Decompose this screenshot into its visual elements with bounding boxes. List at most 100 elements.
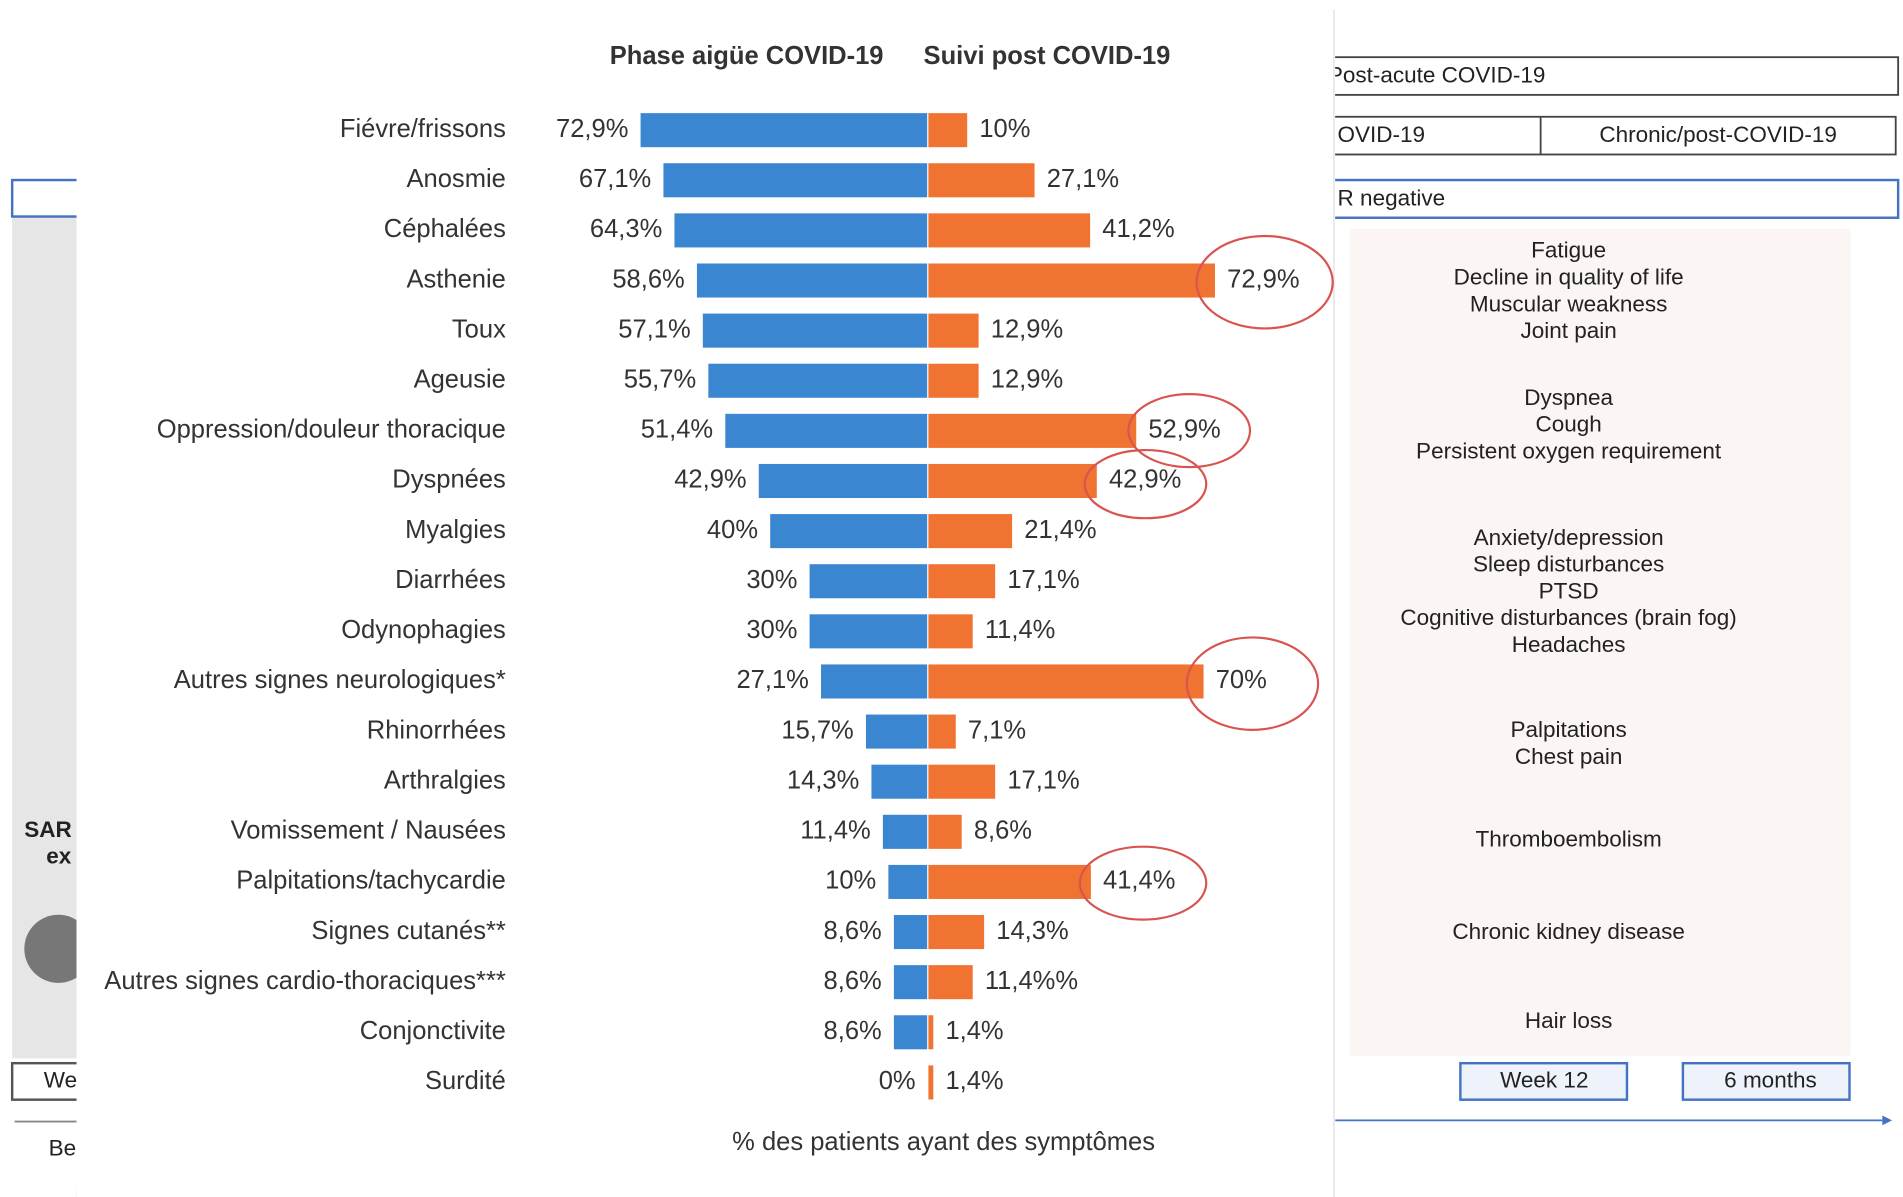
value-label: 27,1% — [736, 666, 808, 694]
value-label: 72,9% — [1227, 265, 1299, 293]
value-label: 72,9% — [556, 115, 628, 143]
category-label: Céphalées — [384, 215, 506, 243]
legend-entry: Phase aigüe COVID-19 — [610, 42, 884, 70]
bar — [703, 314, 928, 348]
bar — [810, 614, 928, 648]
timeline-label: Week 12 — [1500, 1067, 1588, 1092]
page: SAR ex We Be Post-acute COVID-19 OVID-19… — [0, 0, 1903, 1197]
label: We — [44, 1067, 77, 1092]
value-label: 41,2% — [1102, 215, 1174, 243]
symptom-text: Sleep disturbances — [1473, 552, 1664, 577]
bar — [894, 965, 928, 999]
value-label: 8,6% — [824, 1017, 882, 1045]
value-label: 17,1% — [1007, 766, 1079, 794]
bar — [928, 865, 1091, 899]
category-label: Autres signes neurologiques* — [174, 666, 506, 694]
category-label: Asthenie — [407, 265, 506, 293]
bar — [928, 464, 1097, 498]
symptom-text: Fatigue — [1531, 238, 1606, 263]
category-label: Palpitations/tachycardie — [236, 867, 506, 895]
category-label: Signes cutanés** — [311, 917, 505, 945]
bar — [759, 464, 928, 498]
bar — [810, 564, 928, 598]
bar — [928, 314, 979, 348]
value-label: 21,4% — [1024, 516, 1096, 544]
category-label: Toux — [452, 315, 506, 343]
value-label: 8,6% — [824, 917, 882, 945]
value-label: 0% — [879, 1067, 916, 1095]
value-label: 51,4% — [641, 416, 713, 444]
value-label: 12,9% — [991, 315, 1063, 343]
value-label: 14,3% — [996, 917, 1068, 945]
value-label: 55,7% — [624, 366, 696, 394]
bar — [674, 213, 927, 247]
value-label: 64,3% — [590, 215, 662, 243]
label: SAR — [24, 817, 72, 842]
symptom-text: Cough — [1535, 412, 1601, 437]
symptom-text: Chest pain — [1515, 744, 1623, 769]
bar — [641, 113, 928, 147]
symptom-text: Joint pain — [1520, 318, 1616, 343]
symptom-text: Decline in quality of life — [1454, 265, 1684, 290]
category-label: Vomissement / Nausées — [231, 817, 506, 845]
category-label: Myalgies — [405, 516, 506, 544]
timeline-label: 6 months — [1724, 1067, 1817, 1092]
screenshot: SAR ex We Be Post-acute COVID-19 OVID-19… — [0, 0, 1903, 1197]
value-label: 8,6% — [824, 967, 882, 995]
bar — [928, 163, 1035, 197]
value-label: 30% — [746, 616, 797, 644]
value-label: 15,7% — [781, 716, 853, 744]
bar — [928, 414, 1136, 448]
symptom-text: Palpitations — [1510, 717, 1626, 742]
value-label: 17,1% — [1007, 566, 1079, 594]
symptom-text: Cognitive disturbances (brain fog) — [1400, 605, 1736, 630]
header: R negative — [1338, 185, 1446, 210]
bar — [928, 1065, 934, 1099]
label: ex — [46, 844, 72, 869]
bar — [928, 263, 1215, 297]
legend-entry: Suivi post COVID-19 — [924, 42, 1171, 70]
bar — [888, 865, 927, 899]
value-label: 10% — [979, 115, 1030, 143]
bar — [928, 715, 956, 749]
value-label: 52,9% — [1148, 416, 1220, 444]
symptom-text: Anxiety/depression — [1474, 525, 1664, 550]
category-label: Odynophagies — [341, 616, 506, 644]
value-label: 8,6% — [974, 817, 1032, 845]
category-label: Autres signes cardio-thoraciques*** — [104, 967, 506, 995]
chart: Phase aigüe COVID-19 Suivi post COVID-19… — [77, 0, 1333, 1197]
category-label: Dyspnées — [392, 466, 506, 494]
bar — [708, 364, 927, 398]
bar — [663, 163, 927, 197]
symptom-text: Persistent oxygen requirement — [1416, 438, 1722, 463]
category-label: Anosmie — [407, 165, 506, 193]
value-label: 1,4% — [945, 1017, 1003, 1045]
x-axis-label: % des patients ayant des symptômes — [732, 1128, 1155, 1156]
bar — [894, 1015, 928, 1049]
category-label: Oppression/douleur thoracique — [157, 416, 506, 444]
symptom-text: Muscular weakness — [1470, 291, 1668, 316]
category-label: Fiévre/frissons — [340, 115, 506, 143]
header: OVID-19 — [1338, 122, 1426, 147]
value-label: 27,1% — [1047, 165, 1119, 193]
bar — [928, 1015, 934, 1049]
value-label: 1,4% — [945, 1067, 1003, 1095]
bar — [894, 915, 928, 949]
value-label: 40% — [707, 516, 758, 544]
value-label: 42,9% — [674, 466, 746, 494]
value-label: 42,9% — [1109, 466, 1181, 494]
bar — [928, 514, 1012, 548]
bar — [770, 514, 928, 548]
category-label: Rhinorrhées — [367, 716, 506, 744]
value-label: 10% — [825, 867, 876, 895]
category-label: Ageusie — [414, 366, 506, 394]
bar — [725, 414, 928, 448]
bar — [928, 965, 973, 999]
category-label: Arthralgies — [384, 766, 506, 794]
bar — [928, 213, 1090, 247]
bar — [871, 765, 927, 799]
arrow-head — [1882, 1115, 1892, 1125]
value-label: 12,9% — [991, 366, 1063, 394]
bar — [928, 664, 1204, 698]
value-label: 58,6% — [612, 265, 684, 293]
